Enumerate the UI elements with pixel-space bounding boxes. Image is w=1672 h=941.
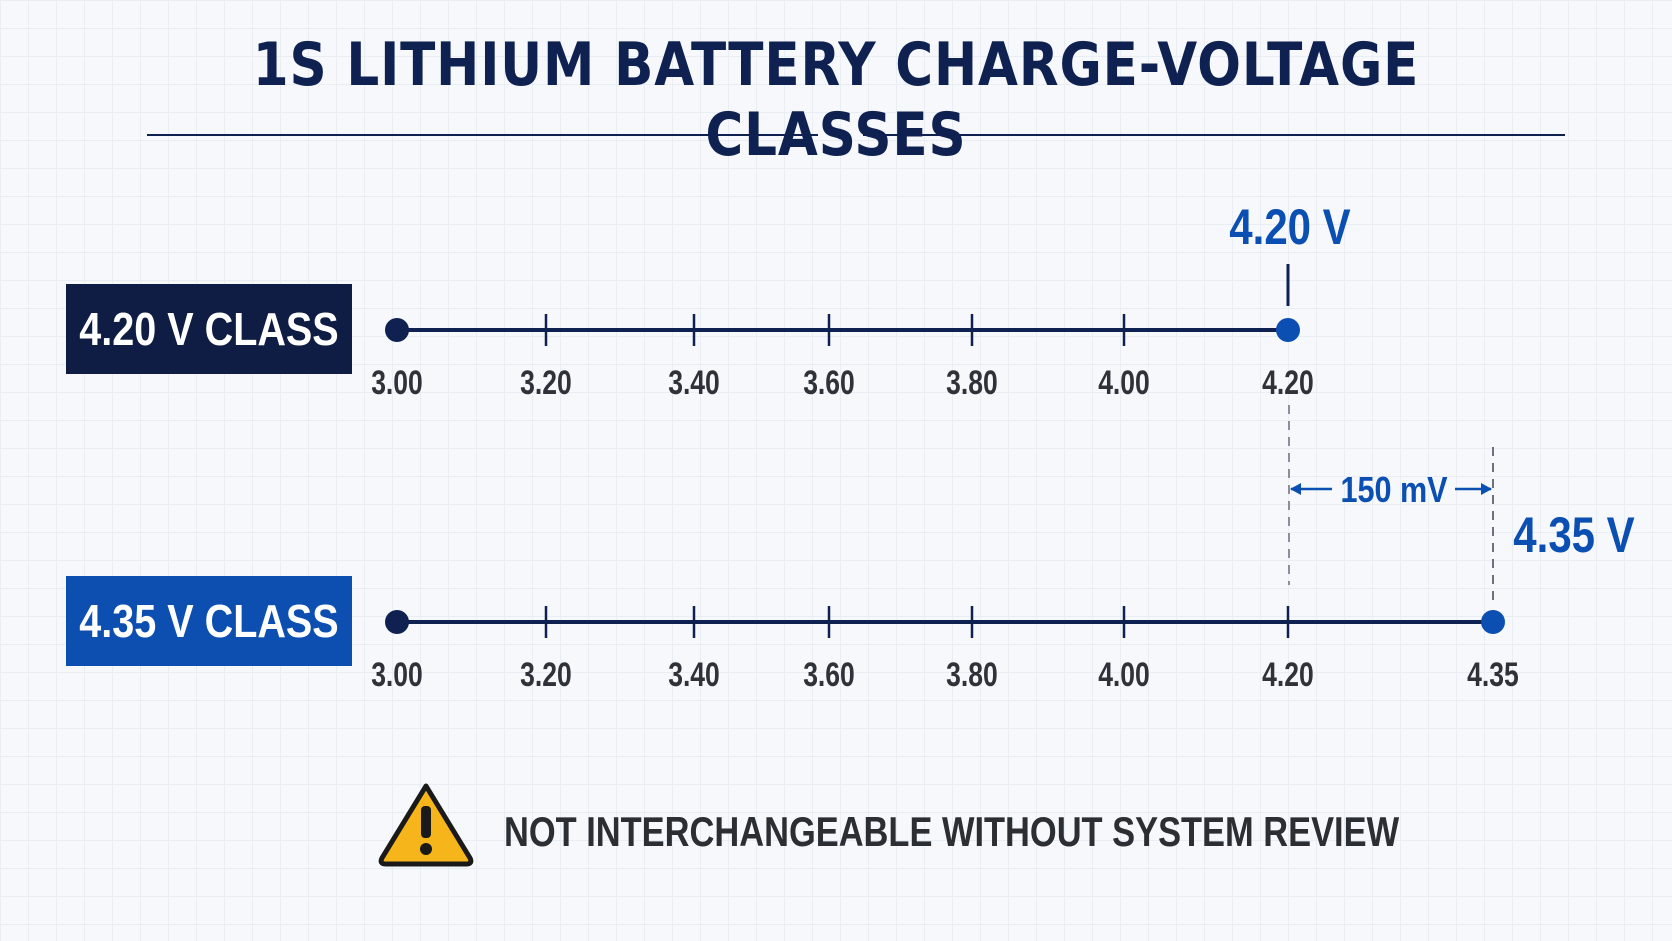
tick-label: 3.80 — [946, 364, 998, 402]
tick-label: 4.35 — [1467, 656, 1519, 694]
tick-label: 4.20 — [1262, 364, 1314, 402]
row-4-35-v-class: 4.35 V CLASS 3.00 3.20 3.40 3.60 3.80 4.00 4.20… — [66, 507, 1635, 694]
class-label-box — [66, 284, 352, 374]
tick-label: 3.40 — [668, 364, 720, 402]
tick-label: 4.20 — [1262, 656, 1314, 694]
tick-label: 3.60 — [803, 656, 855, 694]
class-label: 4.20 V CLASS — [79, 304, 338, 355]
delta-arrowhead-right — [1481, 483, 1492, 495]
row-4-20-v-class: 4.20 V CLASS 3.00 3.20 3.40 3.60 3.80 4.00 4.20… — [66, 199, 1351, 402]
title-divider — [147, 130, 1565, 140]
warning-text: NOT INTERCHANGEABLE WITHOUT SYSTEM REVIE… — [504, 809, 1400, 856]
voltage-delta-annotation: 150 mV — [1288, 405, 1494, 606]
max-voltage-callout: 4.35 V — [1513, 507, 1635, 563]
warning-banner: NOT INTERCHANGEABLE WITHOUT SYSTEM REVIE… — [378, 783, 1400, 867]
tick-label: 4.00 — [1098, 364, 1150, 402]
class-label: 4.35 V CLASS — [79, 596, 338, 647]
end-point — [1276, 318, 1300, 342]
start-point — [385, 318, 409, 342]
end-point — [1481, 610, 1505, 634]
start-point — [385, 610, 409, 634]
tick-label: 3.40 — [668, 656, 720, 694]
class-label-box — [66, 576, 352, 666]
delta-arrowhead-left — [1290, 483, 1301, 495]
tick-label: 3.20 — [520, 364, 572, 402]
tick-label: 3.60 — [803, 364, 855, 402]
warning-triangle-icon — [378, 783, 474, 867]
tick-label: 3.00 — [371, 364, 423, 402]
tick-label: 3.20 — [520, 656, 572, 694]
delta-label: 150 mV — [1340, 471, 1448, 511]
tick-label: 4.00 — [1098, 656, 1150, 694]
tick-label: 3.80 — [946, 656, 998, 694]
tick-label: 3.00 — [371, 656, 423, 694]
max-voltage-callout: 4.20 V — [1229, 199, 1351, 255]
